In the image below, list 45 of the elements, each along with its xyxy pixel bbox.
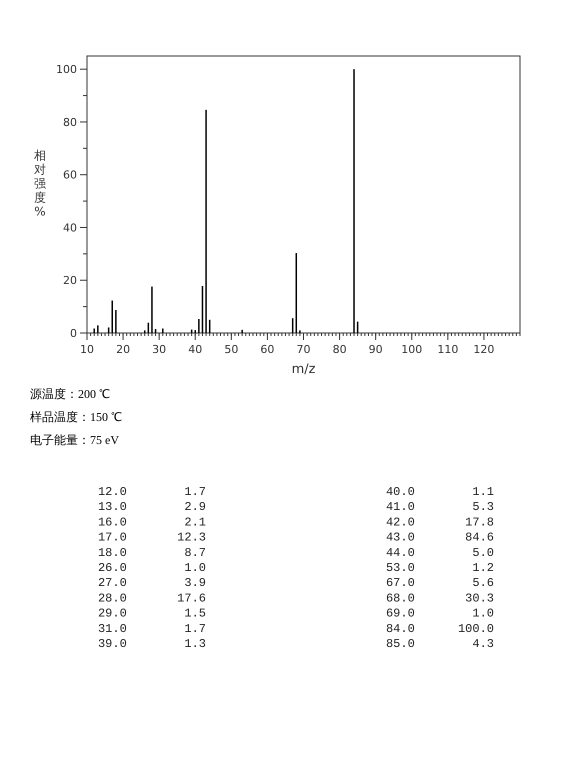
text: 18.0 8.7 — [98, 546, 206, 560]
text: 69.0 1.0 — [386, 606, 494, 621]
text: 26.0 1.0 — [98, 561, 206, 575]
text: 43.0 84.6 — [386, 530, 494, 545]
text: 39.0 1.3 — [98, 637, 206, 651]
text: 31.0 1.7 — [98, 622, 206, 636]
text: 13.0 2.9 — [98, 500, 206, 514]
text: 68.0 30.3 — [386, 591, 494, 606]
x-tick-label: 50 — [224, 343, 238, 356]
x-tick-label: 100 — [401, 343, 422, 356]
x-tick-label: 120 — [473, 343, 494, 356]
text: 电子能量：75 eV — [30, 433, 120, 447]
y-tick-label: 100 — [56, 63, 77, 76]
text: 28.0 17.6 — [98, 591, 206, 606]
text: 源温度：200 ℃ — [30, 387, 110, 401]
y-tick-label: 20 — [63, 274, 77, 288]
x-tick-label: 60 — [260, 343, 274, 356]
y-tick-label: 40 — [63, 221, 77, 234]
x-axis-title: m/z — [292, 362, 316, 377]
y-axis-title: 相对强度% — [34, 148, 46, 218]
x-tick-label: 110 — [437, 343, 458, 356]
text: 67.0 5.6 — [386, 576, 494, 590]
text: 53.0 1.2 — [386, 561, 494, 575]
text: 16.0 2.1 — [98, 515, 206, 530]
x-tick-label: 20 — [116, 343, 130, 356]
y-tick-label: 0 — [70, 327, 77, 340]
x-tick-label: 80 — [332, 343, 347, 356]
x-tick-label: 90 — [368, 343, 383, 356]
y-tick-label: 80 — [63, 116, 77, 129]
x-tick-label: 40 — [188, 343, 202, 356]
y-tick-label: 60 — [63, 168, 77, 182]
text: 29.0 1.5 — [98, 606, 206, 621]
text: 12.0 1.7 — [98, 485, 206, 499]
text: 17.0 12.3 — [98, 530, 206, 545]
text: 84.0 100.0 — [386, 622, 494, 636]
text: 样品温度：150 ℃ — [30, 410, 122, 424]
text: 42.0 17.8 — [386, 515, 494, 530]
text: 41.0 5.3 — [386, 500, 494, 514]
x-tick-label: 10 — [80, 343, 94, 356]
text: 44.0 5.0 — [386, 546, 494, 560]
text: 40.0 1.1 — [386, 485, 494, 499]
text: 27.0 3.9 — [98, 576, 206, 590]
text: 85.0 4.3 — [386, 637, 494, 651]
x-tick-label: 70 — [296, 343, 310, 356]
x-tick-label: 30 — [152, 343, 166, 356]
